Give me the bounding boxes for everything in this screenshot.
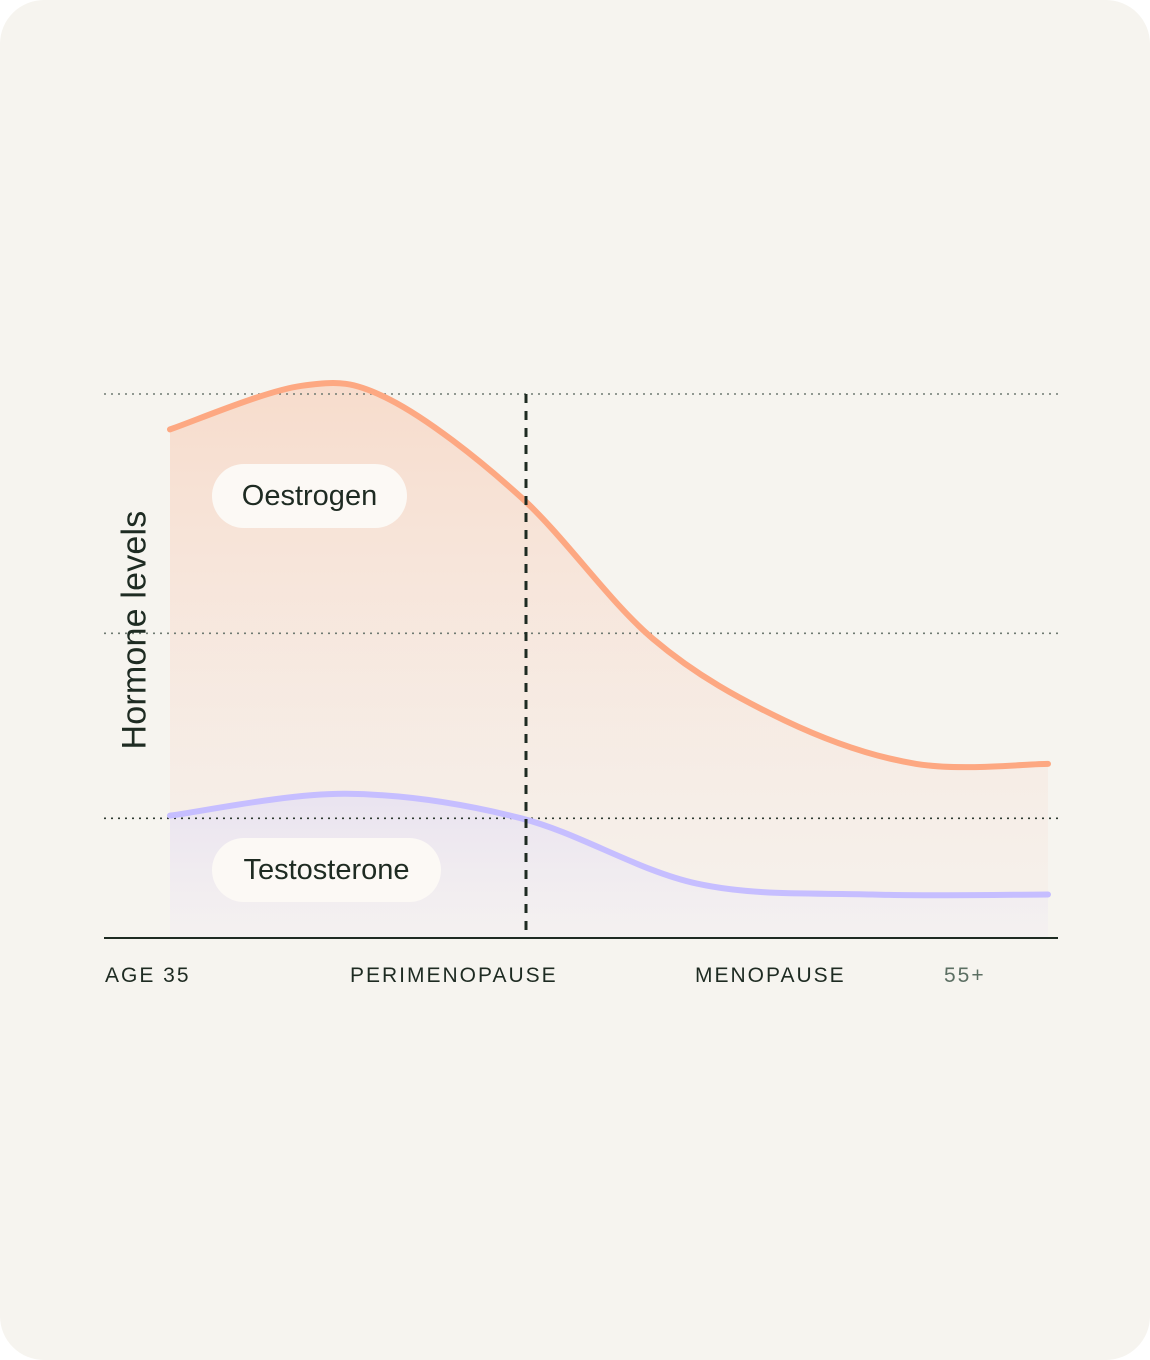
x-tick-perimenopause: PERIMENOPAUSE bbox=[350, 964, 558, 987]
x-tick-age-35: AGE 35 bbox=[105, 964, 191, 987]
y-axis-label: Hormone levels bbox=[115, 510, 154, 750]
oestrogen-legend-pill: Oestrogen bbox=[212, 464, 407, 528]
testosterone-legend-pill: Testosterone bbox=[212, 838, 441, 902]
x-tick-55-plus: 55+ bbox=[944, 964, 986, 987]
oestrogen-line bbox=[167, 380, 1051, 771]
testosterone-line bbox=[167, 790, 1051, 899]
x-tick-menopause: MENOPAUSE bbox=[695, 964, 846, 987]
oestrogen-label: Oestrogen bbox=[241, 479, 378, 512]
testosterone-label: Testosterone bbox=[243, 853, 410, 886]
